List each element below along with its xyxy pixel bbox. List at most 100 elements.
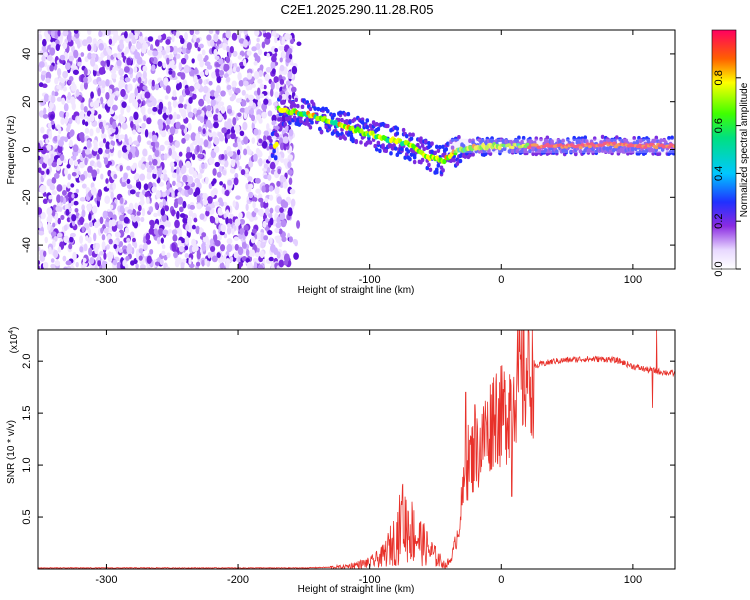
noise-cell xyxy=(172,180,176,187)
noise-cell xyxy=(91,53,97,59)
noise-cell xyxy=(81,226,85,233)
noise-cell xyxy=(132,77,137,83)
noise-cell xyxy=(255,252,261,258)
noise-cell xyxy=(121,101,127,108)
noise-cell xyxy=(255,114,262,121)
noise-cell xyxy=(185,98,190,105)
ridge-halo-cell xyxy=(389,151,393,156)
noise-cell xyxy=(109,204,114,210)
noise-cell xyxy=(263,163,269,169)
noise-cell xyxy=(62,70,69,79)
noise-cell xyxy=(237,30,244,34)
noise-cell xyxy=(42,134,49,140)
noise-cell xyxy=(263,235,269,241)
noise-cell xyxy=(184,253,189,259)
ridge-halo-cell xyxy=(457,135,461,140)
noise-cell xyxy=(197,53,203,62)
noise-cell xyxy=(285,80,291,86)
noise-cell xyxy=(146,117,152,125)
ridge-halo-cell xyxy=(515,148,520,154)
noise-cell xyxy=(113,173,118,179)
noise-cell xyxy=(288,236,293,243)
noise-cell xyxy=(54,77,59,85)
noise-cell xyxy=(182,217,187,224)
ridge-halo-cell xyxy=(338,135,343,141)
noise-cell xyxy=(60,117,65,125)
noise-cell xyxy=(114,95,118,101)
noise-cell xyxy=(153,228,158,235)
noise-cell xyxy=(226,222,232,229)
noise-cell xyxy=(194,67,199,75)
ridge-halo-cell xyxy=(583,135,588,140)
noise-cell xyxy=(126,165,131,171)
ridge-halo-cell xyxy=(348,120,352,125)
noise-cell xyxy=(212,168,217,176)
noise-cell xyxy=(248,183,254,189)
noise-cell xyxy=(239,130,245,137)
noise-cell xyxy=(39,184,46,194)
noise-cell xyxy=(182,174,188,183)
noise-cell xyxy=(239,218,246,226)
colorbar-tick-label: 0.2 xyxy=(713,214,725,229)
noise-cell xyxy=(121,145,128,153)
noise-cell xyxy=(259,250,265,259)
noise-cell xyxy=(126,105,131,113)
noise-cell xyxy=(64,116,69,125)
noise-cell xyxy=(188,263,195,269)
noise-cell xyxy=(247,148,252,156)
noise-cell xyxy=(108,238,113,245)
noise-cell xyxy=(85,235,89,242)
noise-cell xyxy=(205,206,211,212)
noise-cell xyxy=(137,76,142,84)
ridge-halo-cell xyxy=(308,125,313,130)
noise-cell xyxy=(128,136,133,146)
noise-cell xyxy=(171,150,178,160)
noise-cell xyxy=(90,91,94,99)
ridge-halo-cell xyxy=(365,125,370,130)
noise-cell xyxy=(273,247,279,256)
noise-cell xyxy=(86,36,93,44)
noise-cell xyxy=(213,201,220,206)
noise-cell xyxy=(119,240,124,247)
noise-cell xyxy=(57,246,62,253)
noise-cell xyxy=(216,252,221,259)
noise-cell xyxy=(119,164,123,172)
noise-cell xyxy=(38,167,42,173)
noise-cell xyxy=(238,261,244,267)
noise-cell xyxy=(203,139,209,148)
noise-cell xyxy=(42,261,49,269)
noise-cell xyxy=(48,194,53,200)
noise-cell xyxy=(248,191,254,199)
noise-cell xyxy=(258,197,264,203)
ridge-halo-cell xyxy=(401,127,406,133)
noise-cell xyxy=(51,90,56,97)
x-tick-label: -100 xyxy=(359,574,381,586)
noise-cell xyxy=(97,114,102,120)
noise-cell xyxy=(281,114,287,124)
noise-cell xyxy=(51,190,58,195)
noise-cell xyxy=(128,202,134,212)
noise-cell xyxy=(171,229,178,236)
noise-cell xyxy=(134,202,139,210)
noise-cell xyxy=(112,259,118,266)
noise-cell xyxy=(207,195,213,204)
noise-cell xyxy=(82,257,87,263)
noise-cell xyxy=(237,112,242,117)
noise-cell xyxy=(105,178,109,184)
noise-cell xyxy=(229,256,234,262)
noise-cell xyxy=(253,128,259,136)
noise-cell xyxy=(80,174,86,181)
noise-cell xyxy=(236,149,241,156)
ridge-halo-cell xyxy=(649,147,654,153)
ridge-halo-cell xyxy=(668,150,673,155)
noise-cell xyxy=(90,108,95,115)
noise-cell xyxy=(225,56,231,64)
noise-cell xyxy=(144,129,149,138)
ridge-halo-cell xyxy=(278,116,283,122)
noise-cell xyxy=(105,79,110,87)
noise-cell xyxy=(89,128,94,137)
ridge-halo-cell xyxy=(381,143,385,148)
noise-cell xyxy=(87,153,93,159)
noise-cell xyxy=(229,45,234,54)
noise-cell xyxy=(57,217,61,225)
